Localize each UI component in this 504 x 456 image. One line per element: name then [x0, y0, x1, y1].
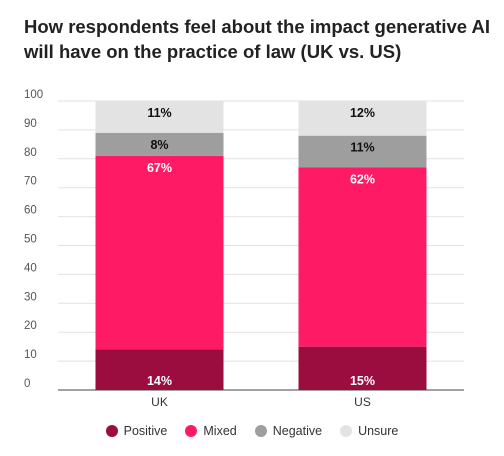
legend-item-mixed: Mixed: [185, 424, 237, 438]
data-label-unsure-uk: 11%: [147, 106, 171, 120]
legend-item-negative: Negative: [254, 424, 323, 438]
legend-item-unsure: Unsure: [340, 424, 398, 438]
x-tick-label: UK: [151, 395, 168, 409]
bar-segment-unsure-us: [298, 101, 427, 136]
legend-label: Positive: [123, 424, 168, 438]
legend-swatch: [340, 425, 353, 437]
y-tick-label: 70: [24, 176, 37, 188]
chart-title: How respondents feel about the impact ge…: [24, 14, 494, 64]
legend-swatch: [185, 425, 198, 437]
y-tick-label: 0: [24, 378, 30, 390]
y-tick-label: 30: [24, 291, 37, 303]
y-tick-label: 80: [24, 147, 37, 159]
data-label-positive-uk: 14%: [147, 374, 172, 388]
data-label-negative-us: 11%: [350, 141, 374, 155]
legend-label: Mixed: [203, 424, 237, 438]
stacked-bar-chart: 0 10 20 30 40 50 60 70 80 90 100 14% 67% 8% 11% UK 15% 62…: [24, 89, 464, 409]
data-label-unsure-us: 12%: [350, 106, 375, 120]
chart-title-line-1: How respondents feel about the impact ge…: [24, 16, 491, 37]
y-tick-label: 100: [24, 89, 43, 101]
bar-segment-positive-uk: [95, 349, 224, 390]
bar-segment-unsure-uk: [95, 101, 224, 133]
y-tick-label: 60: [24, 205, 37, 217]
data-label-negative-uk: 8%: [150, 138, 168, 152]
chart-title-line-2: will have on the practice of law (UK vs.…: [24, 41, 402, 62]
bar-segment-mixed-us: [298, 167, 427, 347]
y-tick-label: 10: [24, 349, 37, 361]
legend-item-positive: Positive: [105, 424, 168, 438]
data-label-mixed-us: 62%: [350, 172, 375, 186]
legend-label: Negative: [272, 424, 323, 438]
x-tick-label: US: [354, 395, 371, 409]
bar-segment-negative-us: [298, 135, 427, 168]
bar-segment-mixed-uk: [95, 155, 224, 350]
y-tick-label: 50: [24, 234, 37, 246]
y-tick-label: 40: [24, 262, 37, 274]
bar-segment-negative-uk: [95, 132, 224, 156]
bar-segment-positive-us: [298, 346, 427, 390]
y-tick-label: 90: [24, 118, 37, 130]
legend-swatch: [254, 425, 267, 437]
legend-swatch: [105, 425, 118, 437]
chart-legend: Positive Mixed Negative Unsure: [0, 424, 504, 438]
data-label-mixed-uk: 67%: [147, 161, 172, 175]
data-label-positive-us: 15%: [350, 374, 375, 388]
y-tick-label: 20: [24, 320, 37, 332]
legend-label: Unsure: [358, 424, 399, 438]
